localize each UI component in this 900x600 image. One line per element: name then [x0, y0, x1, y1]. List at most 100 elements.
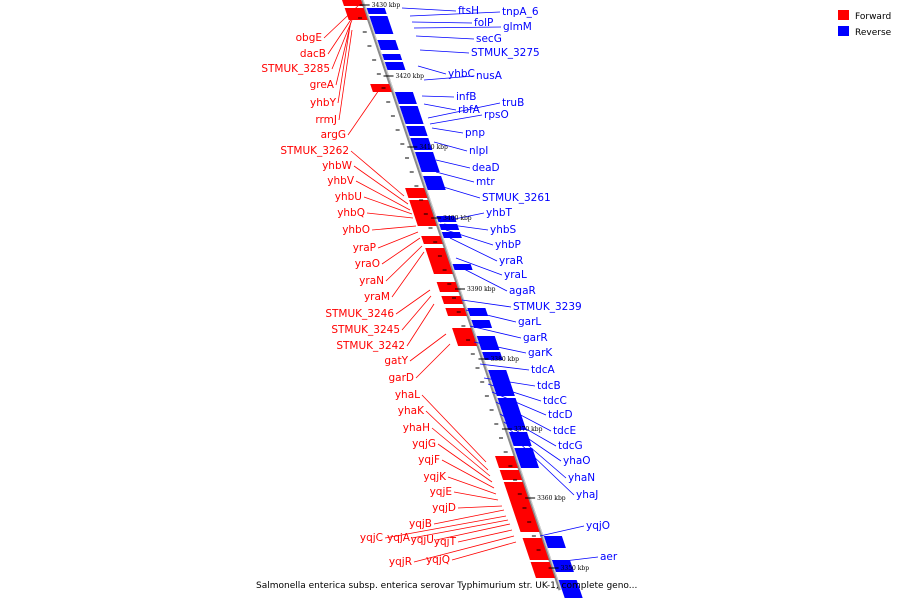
reverse-label-leader — [419, 49, 470, 54]
forward-label-leader — [337, 25, 351, 104]
reverse-gene-label: yhbP — [495, 239, 521, 251]
forward-label-leader — [415, 343, 451, 379]
legend-swatch-reverse — [838, 26, 849, 36]
forward-gene-label: yraO — [355, 258, 380, 270]
reverse-label-leader — [491, 391, 547, 416]
reverse-label-leader — [411, 21, 473, 24]
forward-gene-label: yhaL — [395, 389, 420, 401]
forward-feature-block — [522, 538, 549, 560]
forward-label-leader — [395, 289, 431, 315]
forward-label-leader — [421, 394, 487, 463]
scale-tick-label: 3390 kbp — [467, 286, 496, 293]
reverse-gene-label: yhbC — [448, 68, 475, 80]
forward-gene-label: yqjA — [387, 532, 411, 544]
reverse-gene-label: glmM — [503, 21, 532, 33]
reverse-gene-label: aer — [600, 551, 618, 563]
forward-gene-label: yraP — [353, 242, 376, 254]
reverse-feature-block — [423, 176, 446, 190]
forward-feature-block — [344, 8, 368, 20]
forward-feature-block — [513, 512, 537, 522]
forward-label-leader — [327, 11, 357, 55]
scale-tick-label: 3400 kbp — [443, 215, 472, 222]
reverse-label-leader — [503, 421, 562, 462]
reverse-gene-label: tdcE — [553, 425, 576, 437]
reverse-feature-block — [441, 232, 462, 238]
reverse-feature-block — [482, 352, 503, 360]
reverse-label-leader — [439, 185, 481, 199]
reverse-gene-label: nlpI — [469, 145, 488, 157]
reverse-gene-label: yhaN — [568, 472, 595, 484]
reverse-gene-label: yhaO — [563, 455, 591, 467]
reverse-label-leader — [507, 427, 567, 479]
legend-swatch-forward — [838, 10, 849, 20]
forward-label-leader — [413, 535, 515, 563]
forward-feature-block — [428, 258, 453, 274]
forward-gene-label: yhaH — [403, 422, 430, 434]
reverse-gene-label: tdcD — [548, 409, 573, 421]
reverse-gene-label: yraL — [504, 269, 527, 281]
reverse-label-leader — [483, 377, 536, 387]
forward-label-leader — [385, 245, 423, 282]
scale-tick-label: 3370 kbp — [514, 426, 543, 433]
reverse-label-leader — [465, 309, 517, 323]
forward-label-leader — [323, 3, 361, 39]
reverse-label-leader — [509, 433, 575, 496]
scale-tick-label: 3380 kbp — [490, 356, 519, 363]
scale-ticks: 3430 kbp 3420 kbp 3410 kbp 3400 kbp 3390 kbp… — [359, 2, 589, 572]
forward-feature-block — [425, 248, 448, 258]
forward-gene-label: yhbU — [335, 191, 362, 203]
reverse-feature-block — [518, 460, 540, 468]
reverse-feature-block — [382, 54, 403, 60]
forward-feature-block — [370, 84, 392, 92]
reverse-label-leader — [429, 114, 483, 125]
reverse-label-leader — [435, 171, 475, 183]
scale-tick-label: 3430 kbp — [372, 2, 401, 9]
forward-gene-label: yqjG — [412, 438, 436, 450]
reverse-label-leader — [479, 363, 530, 371]
forward-label-leader — [453, 491, 499, 501]
reverse-label-leader — [423, 103, 457, 111]
reverse-gene-label: folP — [474, 17, 493, 29]
reverse-gene-label: yraR — [499, 255, 523, 267]
forward-label-leader — [338, 29, 353, 121]
reverse-gene-label: tdcG — [558, 440, 583, 452]
forward-label-leader — [441, 459, 495, 489]
forward-gene-label: garD — [388, 372, 414, 384]
reverse-feature-block — [488, 370, 511, 384]
forward-feature-block — [503, 482, 529, 500]
forward-label-leader — [433, 509, 505, 525]
reverse-gene-label: tdcA — [531, 364, 556, 376]
forward-label-leader — [457, 529, 513, 543]
forward-label-leader — [371, 225, 417, 231]
reverse-feature-block — [471, 320, 493, 328]
forward-gene-label: yqjB — [409, 518, 432, 530]
forward-label-leader — [377, 231, 419, 249]
reverse-feature-block — [436, 216, 457, 222]
reverse-label-leader — [499, 413, 557, 447]
forward-gene-label: yqjK — [423, 471, 447, 483]
forward-gene-label: STMUK_3245 — [331, 324, 400, 336]
scale-tick-label: 3410 kbp — [419, 144, 448, 151]
reverse-label-leader — [461, 299, 512, 308]
reverse-gene-label: tdcB — [537, 380, 561, 392]
forward-label-leader — [425, 410, 489, 471]
reverse-gene-label: truB — [502, 97, 524, 109]
forward-gene-label: dacB — [300, 48, 326, 60]
forward-label-leader — [401, 295, 432, 331]
forward-gene-label: yhbO — [342, 224, 370, 236]
reverse-gene-label: STMUK_3239 — [513, 301, 582, 313]
reverse-label-leader — [473, 341, 527, 354]
forward-feature-block — [436, 282, 459, 292]
forward-feature-block — [441, 296, 464, 304]
reverse-gene-label: yhbS — [490, 224, 517, 236]
forward-gene-label: yhbW — [322, 160, 353, 172]
reverse-gene-label: garL — [518, 316, 541, 328]
forward-gene-label: yqjF — [418, 454, 440, 466]
reverse-gene-label: garK — [528, 347, 553, 359]
forward-gene-label: rrmJ — [315, 114, 337, 126]
reverse-feature-block — [384, 62, 406, 70]
gene-labels: obgE dacB STMUK_3285 greA yhbY rrmJ argG STMUK_… — [261, 5, 618, 568]
reverse-gene-label: yhbT — [486, 207, 513, 219]
forward-feature-block — [405, 188, 428, 198]
